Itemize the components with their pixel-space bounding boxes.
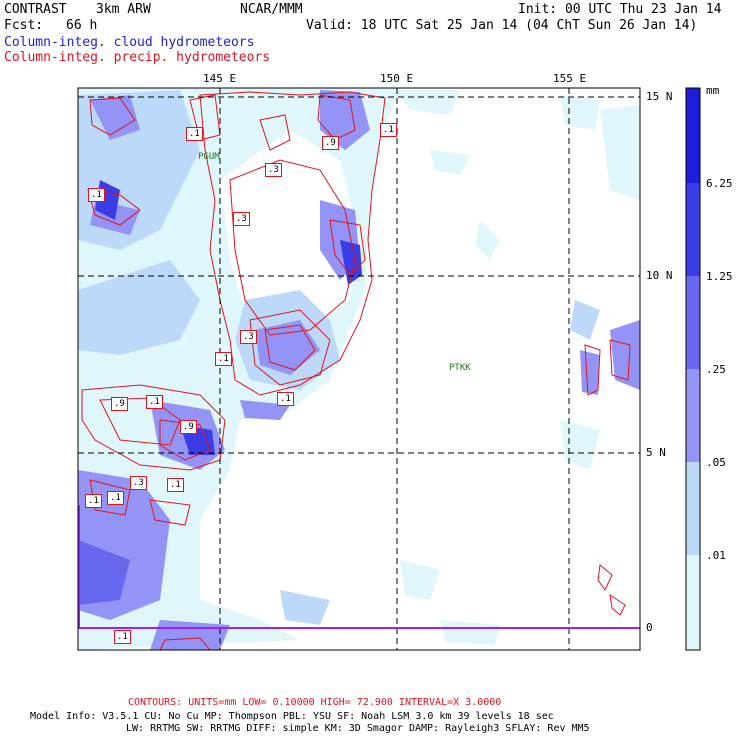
- organization: NCAR/MMM: [240, 2, 303, 17]
- contour-label: .3: [233, 212, 250, 226]
- forecast-label: Fcst:: [4, 18, 44, 33]
- colorbar-bin-5: [686, 462, 700, 555]
- colorbar-level-0-01: .01: [706, 549, 726, 562]
- contour-label: .1: [215, 352, 232, 366]
- contour-label: .1: [186, 127, 203, 141]
- colorbar: [685, 87, 701, 651]
- model-info-line2: LW: RRTMG SW: RRTMG DIFF: simple KM: 3D …: [126, 723, 590, 734]
- colorbar-level-6-25: 6.25: [706, 177, 733, 190]
- contour-label: .1: [107, 491, 124, 505]
- contour-label: .1: [88, 188, 105, 202]
- model-name: 3km ARW: [96, 2, 151, 17]
- field-cloud-legend: Column-integ. cloud hydrometeors: [4, 35, 255, 50]
- lon-label-155: 155 E: [553, 72, 587, 85]
- lat-label-15n: 15 N: [646, 90, 673, 103]
- colorbar-bin-6: [686, 555, 700, 650]
- project-title: CONTRAST: [4, 2, 67, 17]
- lat-label-10n: 10 N: [646, 269, 673, 282]
- contour-label: .9: [180, 420, 197, 434]
- valid-time: Valid: 18 UTC Sat 25 Jan 14 (04 ChT Sun …: [306, 18, 698, 33]
- contour-info: CONTOURS: UNITS=mm LOW= 0.10000 HIGH= 72…: [128, 697, 502, 708]
- station-ptkk: PTKK: [449, 363, 471, 373]
- init-time: Init: 00 UTC Thu 23 Jan 14: [518, 2, 722, 17]
- colorbar-level-0-25: .25: [706, 363, 726, 376]
- contour-label: .1: [85, 494, 102, 508]
- shading-layer: [78, 88, 640, 650]
- lat-label-0: 0: [646, 621, 653, 634]
- colorbar-bin-4: [686, 369, 700, 462]
- map-frame: [77, 87, 641, 651]
- colorbar-unit: mm: [706, 84, 720, 97]
- lat-label-5n: 5 N: [646, 446, 666, 459]
- contour-label: .1: [277, 392, 294, 406]
- contour-label: .9: [111, 397, 128, 411]
- contour-label: .1: [146, 395, 163, 409]
- forecast-hours: 66 h: [66, 18, 98, 33]
- colorbar-level-1-25: 1.25: [706, 270, 733, 283]
- contour-label: .9: [322, 136, 339, 150]
- station-pgum: PGUM: [198, 152, 220, 162]
- model-info-line1: Model Info: V3.5.1 CU: No Cu MP: Thompso…: [30, 711, 554, 722]
- contour-label: .3: [130, 476, 147, 490]
- colorbar-bin-3: [686, 276, 700, 369]
- contour-label: .1: [167, 478, 184, 492]
- colorbar-bin-2: [686, 183, 700, 276]
- colorbar-bin-1: [686, 88, 700, 183]
- precip-contours: [81, 91, 631, 650]
- contour-label: .3: [240, 330, 257, 344]
- contour-label: .3: [265, 163, 282, 177]
- colorbar-level-0-05: .05: [706, 456, 726, 469]
- lon-label-150: 150 E: [380, 72, 414, 85]
- contour-label: .1: [380, 123, 397, 137]
- lat-lon-grid: [78, 88, 640, 650]
- lon-label-145: 145 E: [203, 72, 237, 85]
- contour-label: .1: [114, 630, 131, 644]
- field-precip-legend: Column-integ. precip. hydrometeors: [4, 50, 271, 65]
